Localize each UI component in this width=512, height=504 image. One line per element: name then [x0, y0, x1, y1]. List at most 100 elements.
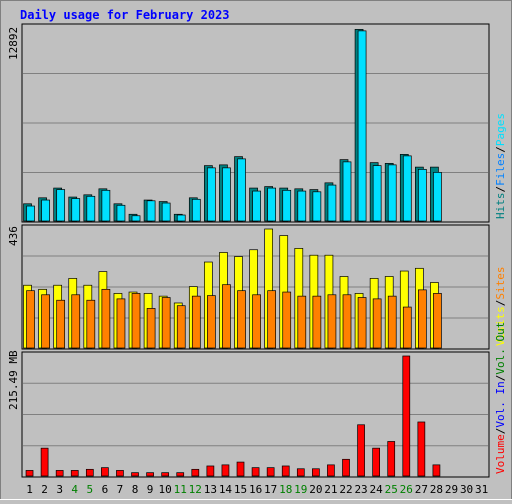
x-tick-label: 31 — [475, 483, 488, 496]
files-bar — [41, 199, 50, 222]
volume-bar — [357, 424, 365, 477]
volume-bar — [372, 447, 380, 477]
volume-bar — [312, 468, 320, 477]
volume-bar — [40, 447, 49, 477]
volume-bar — [131, 472, 139, 477]
sites-bar — [116, 298, 126, 349]
x-tick-label: 28 — [430, 483, 443, 496]
sites-bar — [282, 291, 292, 349]
files-bar — [282, 189, 292, 222]
top-panel-ymax-label: 12892 — [7, 27, 20, 60]
sites-bar — [237, 290, 246, 349]
x-tick-label: 11 — [174, 483, 187, 496]
files-bar — [176, 214, 186, 222]
volume-bar — [85, 468, 94, 477]
sites-bar — [327, 294, 337, 349]
x-tick-label: 3 — [56, 483, 63, 496]
legend-separator: / — [494, 375, 507, 382]
x-tick-label: 30 — [460, 483, 473, 496]
legends: Hits/Files/PagesVisits/SitesVolume/Vol. … — [494, 113, 507, 474]
bottom-panel-ymax-label: 215.49 MB — [7, 350, 20, 410]
x-tick-label: 23 — [354, 483, 367, 496]
sites-bar — [222, 284, 231, 349]
sites-bar — [372, 298, 382, 349]
sites-bar — [402, 306, 412, 349]
legend-separator: / — [494, 186, 507, 193]
files-bar — [312, 191, 322, 222]
files-bar — [86, 195, 96, 222]
files-bar — [26, 205, 35, 222]
legend-entry: Sites — [494, 267, 507, 300]
x-tick-label: 15 — [234, 483, 247, 496]
sites-bar — [161, 297, 171, 349]
legend-separator: / — [494, 300, 507, 307]
bottom-panel-bars — [25, 355, 441, 477]
files-bar — [116, 204, 126, 222]
legend-entry: Visits — [494, 306, 507, 346]
x-tick-label: 17 — [264, 483, 277, 496]
sites-bar — [41, 294, 50, 349]
volume-bar — [432, 464, 441, 477]
x-tick-label: 5 — [87, 483, 94, 496]
sites-bar — [207, 295, 216, 349]
x-tick-label: 13 — [204, 483, 217, 496]
volume-bar — [236, 461, 245, 477]
sites-bar — [357, 297, 367, 349]
volume-bar — [55, 470, 64, 477]
files-bar — [237, 158, 246, 222]
files-bar — [131, 215, 141, 222]
volume-bar — [70, 470, 79, 477]
chart-title: Daily usage for February 2023 — [20, 8, 230, 22]
middle-panel-ymax-label: 436 — [7, 226, 20, 246]
legend: Hits/Files/Pages — [494, 113, 507, 219]
bottom-panel-gridlines — [23, 382, 488, 447]
files-bar — [387, 164, 397, 222]
files-bar — [252, 190, 261, 222]
volume-bar — [402, 355, 411, 477]
files-bar — [146, 200, 156, 222]
legend: Volume/Vol. In/Vol. Out — [494, 322, 507, 474]
x-tick-label: 18 — [279, 483, 292, 496]
x-tick-label: 22 — [339, 483, 352, 496]
x-tick-label: 25 — [385, 483, 398, 496]
files-bar — [101, 189, 111, 222]
x-tick-label: 14 — [219, 483, 233, 496]
sites-bar — [131, 293, 141, 349]
legend: Visits/Sites — [494, 267, 507, 347]
sites-bar — [26, 290, 35, 349]
files-bar — [222, 167, 231, 222]
volume-bar — [417, 421, 426, 477]
x-tick-label: 27 — [415, 483, 428, 496]
files-bar — [327, 184, 337, 222]
volume-bar — [25, 470, 34, 477]
legend-separator: / — [494, 428, 507, 435]
volume-bar — [191, 468, 200, 477]
sites-bar — [146, 308, 156, 349]
sites-bar — [56, 299, 66, 349]
volume-bar — [296, 468, 305, 477]
sites-bar — [267, 290, 277, 349]
volume-bar — [327, 464, 335, 477]
sites-bar — [297, 295, 307, 349]
legend-entry: Volume — [494, 434, 507, 474]
files-bar — [297, 190, 307, 222]
volume-bar — [387, 441, 396, 477]
legend-entry: Vol. In — [494, 381, 507, 427]
x-tick-label: 10 — [159, 483, 172, 496]
files-bar — [191, 198, 201, 222]
volume-bar — [221, 464, 230, 477]
sites-bar — [433, 293, 442, 349]
sites-bar — [176, 305, 186, 349]
legend-entry: Vol. Out — [494, 322, 507, 375]
files-bar — [357, 30, 367, 222]
volume-bar — [116, 470, 124, 477]
volume-bar — [101, 467, 109, 477]
files-bar — [342, 161, 352, 222]
sites-bar — [418, 289, 427, 349]
files-bar — [372, 165, 382, 222]
sites-bar — [71, 294, 81, 349]
sites-bar — [101, 288, 111, 349]
x-tick-label: 16 — [249, 483, 262, 496]
